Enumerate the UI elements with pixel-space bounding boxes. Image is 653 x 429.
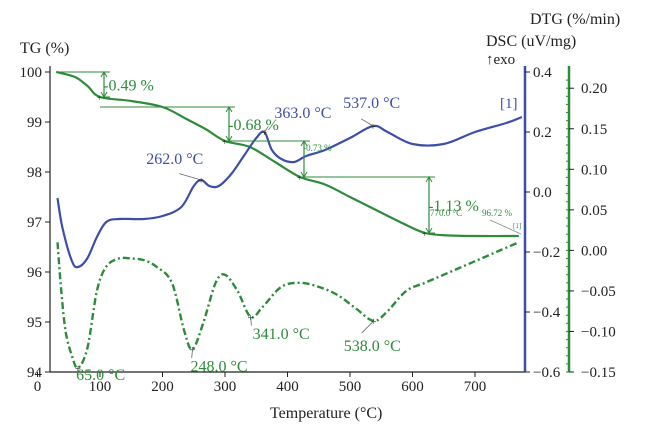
- peak-leader: [76, 367, 79, 373]
- tg-axis-label: TG (%): [20, 40, 69, 57]
- dtg-axis-label: DTG (%/min): [530, 11, 620, 28]
- dtg-tick-label: −0.10: [581, 324, 616, 340]
- peak-label: 65.0 °C: [76, 367, 125, 384]
- peak-leader: [191, 349, 193, 359]
- peak-marker: +: [370, 122, 376, 133]
- peak-label: 262.0 °C: [146, 151, 203, 168]
- step-marker: +: [97, 93, 102, 103]
- dtg-series-line: [56, 241, 520, 370]
- x-tick-label: 700: [464, 379, 487, 395]
- peak-leader: [179, 173, 202, 181]
- dtg-tick-label: 0.20: [581, 81, 607, 97]
- tg-tick-label: 95: [27, 315, 42, 331]
- peak-label: 363.0 °C: [274, 105, 331, 122]
- peak-label: 341.0 °C: [253, 326, 310, 343]
- dtg-tick-label: 0.10: [581, 162, 607, 178]
- dtg-tick-label: −0.15: [581, 365, 616, 381]
- tg-tick-label: 94: [27, 365, 43, 381]
- tg-tick-label: 97: [27, 215, 43, 231]
- peak-marker: +: [261, 128, 267, 139]
- step-arrow-head: [100, 71, 108, 78]
- x-tick-label: 500: [339, 379, 362, 395]
- x-tick-label: 300: [214, 379, 237, 395]
- dsc-tick-label: −0.6: [533, 365, 561, 381]
- step-label: -0.73 %: [303, 143, 332, 153]
- x-tick-label: 600: [401, 379, 424, 395]
- x-tick-label: 400: [276, 379, 299, 395]
- dtg-tick-label: 0.00: [581, 243, 607, 259]
- step-arrow-head: [225, 106, 233, 113]
- peak-marker: +: [198, 176, 204, 187]
- x-axis-label: Temperature (°C): [270, 405, 382, 422]
- peak-marker: +: [371, 317, 377, 328]
- dsc-series-line: [56, 115, 523, 269]
- tg-tick-label: 99: [27, 115, 42, 131]
- step-marker: +: [422, 229, 427, 239]
- peak-leader: [360, 118, 374, 127]
- tg-tick-label: 96: [27, 265, 43, 281]
- dtg-tick-label: 0.15: [581, 122, 607, 138]
- step-label: -0.49 %: [103, 78, 154, 95]
- peak-leader: [264, 126, 269, 133]
- tg-series-line: [56, 70, 519, 238]
- end-leader: [489, 219, 522, 235]
- step-arrow-head: [300, 140, 308, 147]
- peak-label: 248.0 °C: [191, 358, 248, 375]
- peak-label: 538.0 °C: [344, 338, 401, 355]
- axes-group: 0 100 200 300 400 500 600 700 94 95 96 97 98 99 100 −0.…: [20, 65, 616, 395]
- x-tick-label: 0: [34, 379, 42, 395]
- dsc-tick-label: −0.2: [533, 245, 560, 261]
- dsc-series-marker: [1]: [500, 96, 518, 112]
- dsc-tick-label: 0.0: [533, 185, 552, 201]
- step-label: -0.68 %: [228, 117, 279, 134]
- annotations-group: -0.49 %+-0.68 %+-0.73 %+-1.13 %++537.0 °…: [56, 71, 522, 384]
- step-marker: +: [297, 173, 302, 183]
- step-marker: +: [222, 137, 227, 147]
- dsc-axis-label: DSC (uV/mg): [486, 33, 576, 50]
- dsc-tick-label: 0.4: [533, 65, 552, 81]
- step-arrow-head: [100, 91, 108, 98]
- peak-label: 537.0 °C: [343, 95, 400, 112]
- peak-leader: [361, 320, 375, 334]
- end-temp-label: 770.0 °C: [430, 208, 462, 218]
- step-arrow-head: [425, 176, 433, 183]
- x-tick-label: 100: [89, 379, 112, 395]
- x-tick-label: 200: [151, 379, 174, 395]
- dtg-tick-label: −0.05: [581, 284, 616, 300]
- step-arrow-head: [425, 227, 433, 234]
- end-mass-label: 96.72 %: [482, 208, 513, 218]
- dtg-tick-label: 0.05: [581, 203, 607, 219]
- peak-leader: [250, 316, 252, 326]
- end-marker-label: [1]: [513, 222, 521, 230]
- step-label: -1.13 %: [428, 198, 479, 215]
- dsc-tick-label: −0.4: [533, 305, 561, 321]
- series-group: [56, 70, 523, 370]
- tg-tick-label: 100: [20, 65, 43, 81]
- tg-tick-label: 98: [27, 165, 42, 181]
- dsc-tick-label: 0.2: [533, 125, 552, 141]
- dsc-exo-label: ↑exo: [486, 52, 515, 68]
